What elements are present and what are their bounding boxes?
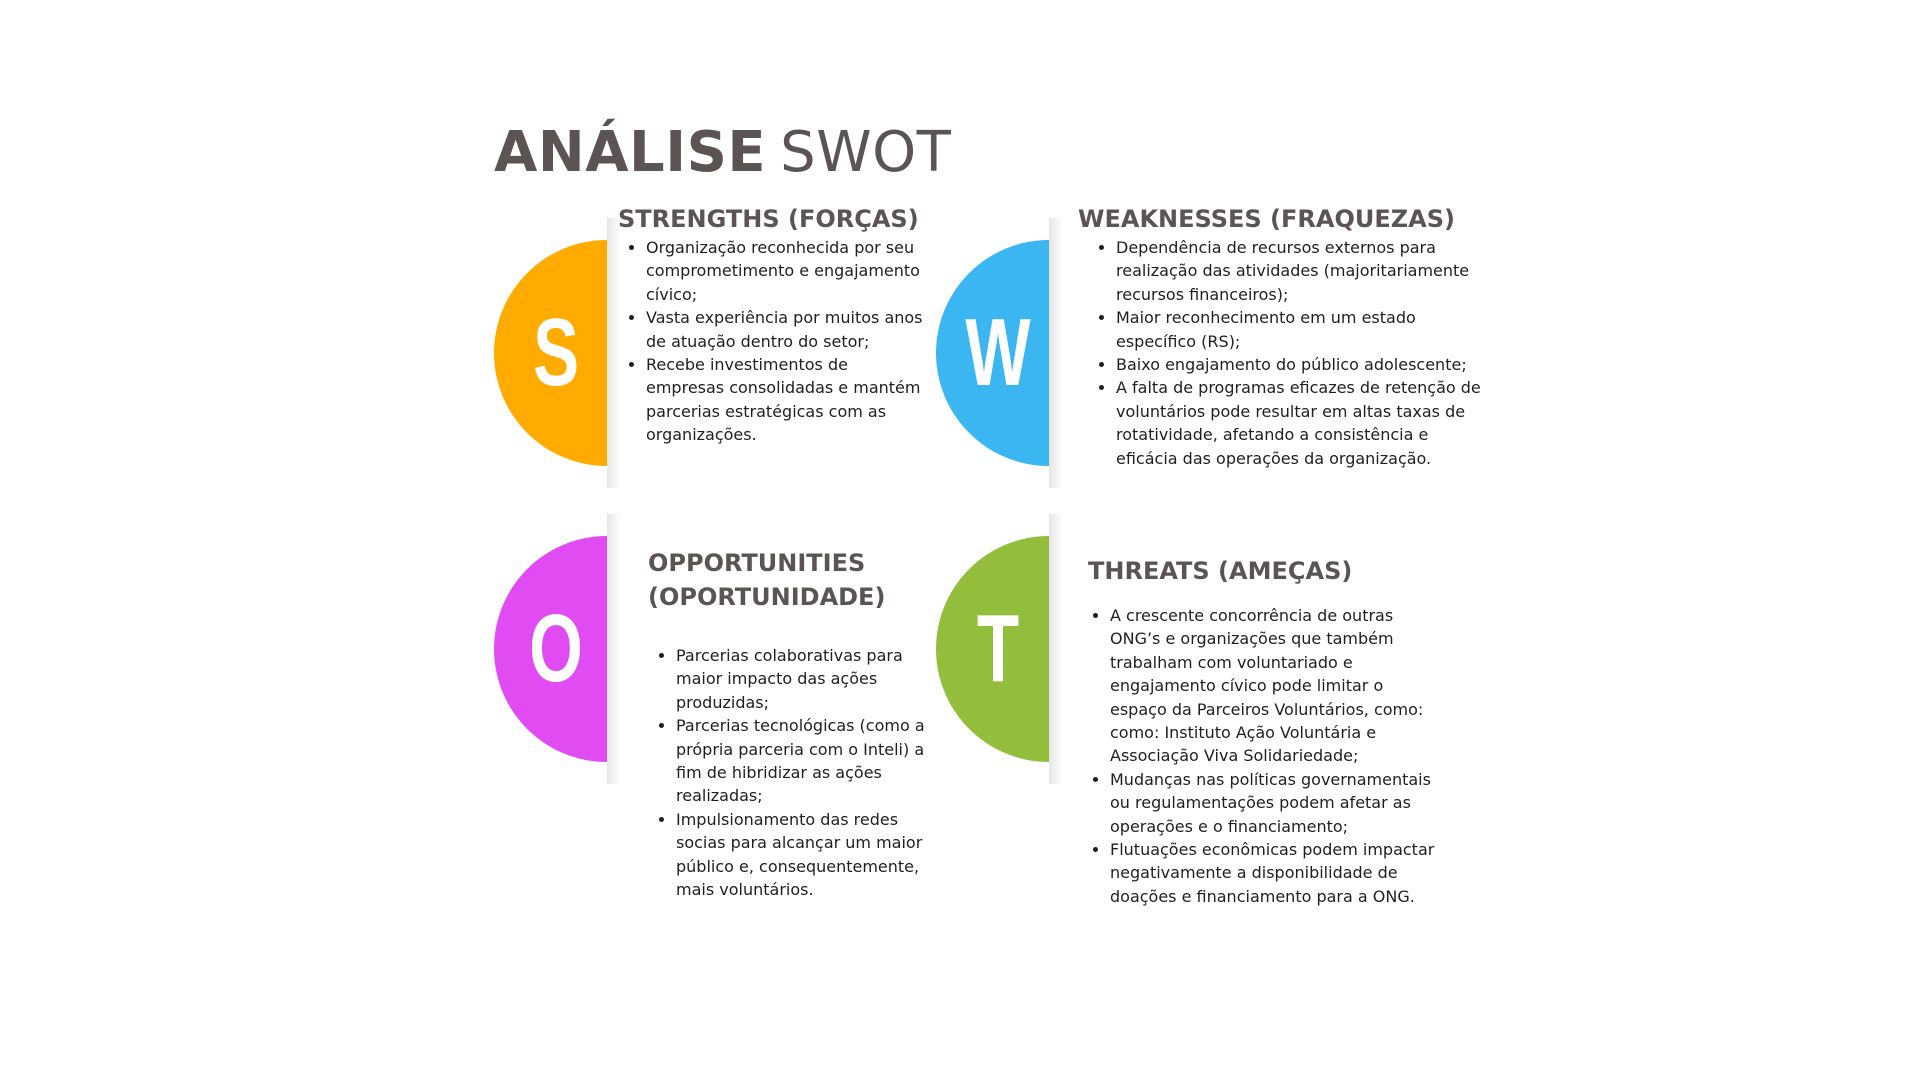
opportunities-heading: OPPORTUNITIES (OPORTUNIDADE) — [648, 549, 886, 611]
opportunities-letter: O — [529, 595, 583, 702]
page-title-bold: ANÁLISE — [494, 120, 767, 185]
strengths-list: Organização reconhecida por seu comprome… — [618, 236, 926, 447]
opportunities-divider — [607, 514, 621, 784]
threats-divider — [1049, 514, 1063, 784]
weaknesses-list: Dependência de recursos externos para re… — [1088, 236, 1486, 470]
weaknesses-circle-mask — [1049, 228, 1179, 478]
threats-list: A crescente concorrência de outras ONG’s… — [1082, 604, 1440, 908]
list-item: Parcerias colaborativas para maior impac… — [676, 644, 926, 714]
list-item: Recebe investimentos de empresas consoli… — [646, 353, 926, 447]
list-item: Organização reconhecida por seu comprome… — [646, 236, 926, 306]
weaknesses-divider — [1049, 218, 1063, 488]
page-title: ANÁLISE SWOT — [494, 118, 951, 188]
threats-circle-mask — [1049, 524, 1179, 774]
weaknesses-letter: W — [965, 299, 1031, 406]
list-item: A falta de programas eficazes de retençã… — [1116, 376, 1486, 470]
list-item: Vasta experiência por muitos anos de atu… — [646, 306, 926, 353]
list-item: Impulsionamento das redes socias para al… — [676, 808, 926, 902]
page-title-light: SWOT — [780, 120, 952, 185]
list-item: Mudanças nas políticas governamentais ou… — [1110, 768, 1440, 838]
threats-letter: T — [976, 595, 1020, 702]
list-item: Parcerias tecnológicas (como a própria p… — [676, 714, 926, 808]
list-item: Dependência de recursos externos para re… — [1116, 236, 1486, 306]
list-item: A crescente concorrência de outras ONG’s… — [1110, 604, 1440, 768]
list-item: Maior reconhecimento em um estado especí… — [1116, 306, 1486, 353]
strengths-heading: STRENGTHS (FORÇAS) — [618, 205, 919, 233]
list-item: Flutuações econômicas podem impactar neg… — [1110, 838, 1440, 908]
strengths-divider — [607, 218, 621, 488]
threats-heading: THREATS (AMEÇAS) — [1088, 557, 1353, 585]
list-item: Baixo engajamento do público adolescente… — [1116, 353, 1486, 376]
strengths-letter: S — [532, 299, 580, 406]
opportunities-circle-mask — [607, 524, 737, 774]
weaknesses-heading: WEAKNESSES (FRAQUEZAS) — [1078, 205, 1455, 233]
strengths-circle-mask — [607, 228, 737, 478]
opportunities-list: Parcerias colaborativas para maior impac… — [648, 644, 926, 901]
